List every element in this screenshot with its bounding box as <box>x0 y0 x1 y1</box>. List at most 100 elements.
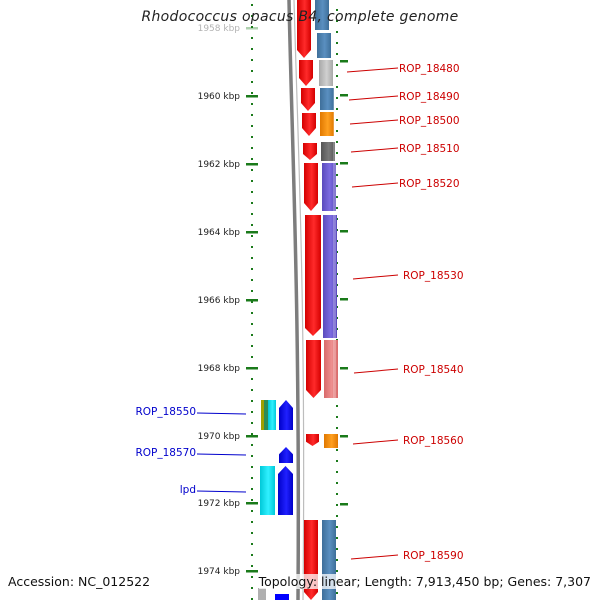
ruler-tick <box>246 27 258 30</box>
genome-backbone-edge <box>293 0 305 601</box>
map-title: Rhodococcus opacus B4, complete genome <box>141 9 459 25</box>
gene-arrow-forward <box>299 60 313 86</box>
guide-dot-right <box>336 471 338 473</box>
guide-dot-right <box>336 163 338 165</box>
ruler-minor-tick <box>340 162 348 165</box>
guide-dot-right <box>336 548 338 550</box>
ruler-dot <box>251 312 253 314</box>
gene-arrow-reverse <box>279 400 293 430</box>
guide-dot-right <box>336 559 338 561</box>
guide-dot-right <box>336 592 338 594</box>
gene-arrow-forward <box>301 88 315 111</box>
ruler-dot <box>251 15 253 17</box>
label-leader-right <box>350 147 399 153</box>
guide-dot-right <box>336 152 338 154</box>
gene-block-left <box>261 400 268 430</box>
ruler-dot <box>251 125 253 127</box>
ruler-dot <box>251 81 253 83</box>
gene-block-sheen <box>333 0 336 398</box>
guide-dot-right <box>336 42 338 44</box>
ruler-dot <box>251 4 253 6</box>
guide-dot-right <box>336 537 338 539</box>
ruler-dot <box>251 169 253 171</box>
ruler-dot <box>251 477 253 479</box>
ruler-dot <box>251 488 253 490</box>
ruler-dot <box>251 257 253 259</box>
label-leader-right <box>349 119 399 125</box>
guide-dot-right <box>336 97 338 99</box>
guide-dot-right <box>336 174 338 176</box>
ruler-tick-label: 1968 kbp <box>198 364 241 374</box>
guide-dot-right <box>336 86 338 88</box>
ruler-tick-label: 1970 kbp <box>198 432 241 442</box>
ruler-dot <box>251 598 253 600</box>
guide-dot-right <box>336 196 338 198</box>
ruler-dot <box>251 103 253 105</box>
ruler-tick-label: 1964 kbp <box>198 228 241 238</box>
gene-label-right: ROP_18510 <box>399 143 460 155</box>
ruler-dot <box>251 158 253 160</box>
gene-arrow-reverse <box>279 447 293 463</box>
label-leader-right <box>350 554 399 560</box>
ruler-dot <box>251 466 253 468</box>
guide-dot-right <box>336 31 338 33</box>
ruler-minor-tick <box>340 94 348 97</box>
ruler-dot <box>251 378 253 380</box>
ruler-minor-tick <box>340 60 348 63</box>
guide-dot-right <box>336 130 338 132</box>
ruler-dot <box>251 191 253 193</box>
guide-dot-right <box>336 449 338 451</box>
guide-dot-right <box>336 427 338 429</box>
guide-dot-right <box>336 119 338 121</box>
ruler-tick <box>246 570 258 573</box>
gene-block-right <box>323 215 337 338</box>
label-leader-left <box>196 412 247 415</box>
gene-arrow-forward <box>303 143 317 160</box>
ruler-dot <box>251 301 253 303</box>
ruler-dot <box>251 433 253 435</box>
guide-dot-right <box>336 141 338 143</box>
ruler-dot <box>251 444 253 446</box>
ruler-dot <box>251 114 253 116</box>
ruler-dot <box>251 389 253 391</box>
guide-dot-right <box>336 482 338 484</box>
label-leader-right <box>352 274 399 280</box>
ruler-dot <box>251 279 253 281</box>
gene-arrow-forward <box>297 0 311 58</box>
guide-dot-right <box>336 53 338 55</box>
gene-label-right: ROP_18530 <box>403 270 464 282</box>
ruler-tick-label: 1974 kbp <box>198 567 241 577</box>
gene-block-left <box>268 400 276 430</box>
ruler-dot <box>251 400 253 402</box>
ruler-tick <box>246 95 258 98</box>
guide-dot-right <box>336 493 338 495</box>
ruler-dot <box>251 510 253 512</box>
accession-text: Accession: NC_012522 <box>8 574 151 589</box>
ruler-dot <box>251 26 253 28</box>
label-leader-left <box>196 490 247 493</box>
label-leader-right <box>346 67 399 73</box>
guide-dot-right <box>336 75 338 77</box>
guide-dot-right <box>336 526 338 528</box>
ruler-tick <box>246 231 258 234</box>
gene-arrow-forward <box>302 113 316 136</box>
ruler-dot <box>251 576 253 578</box>
label-leader-right <box>348 95 399 101</box>
ruler-dot <box>251 323 253 325</box>
ruler-dot <box>251 565 253 567</box>
ruler-dot <box>251 180 253 182</box>
ruler-dot <box>251 235 253 237</box>
label-leader-right <box>353 368 399 374</box>
gene-block-right <box>315 0 329 30</box>
ruler-tick-label: 1958 kbp <box>198 24 241 34</box>
ruler-tick-label: 1972 kbp <box>198 499 241 509</box>
label-leader-right <box>352 439 399 445</box>
ruler-tick-label: 1960 kbp <box>198 92 241 102</box>
ruler-dot <box>251 422 253 424</box>
gene-block-left <box>275 594 289 600</box>
ruler-dot <box>251 37 253 39</box>
ruler-dot <box>251 356 253 358</box>
ruler-dot <box>251 92 253 94</box>
gene-block-left <box>261 400 264 430</box>
